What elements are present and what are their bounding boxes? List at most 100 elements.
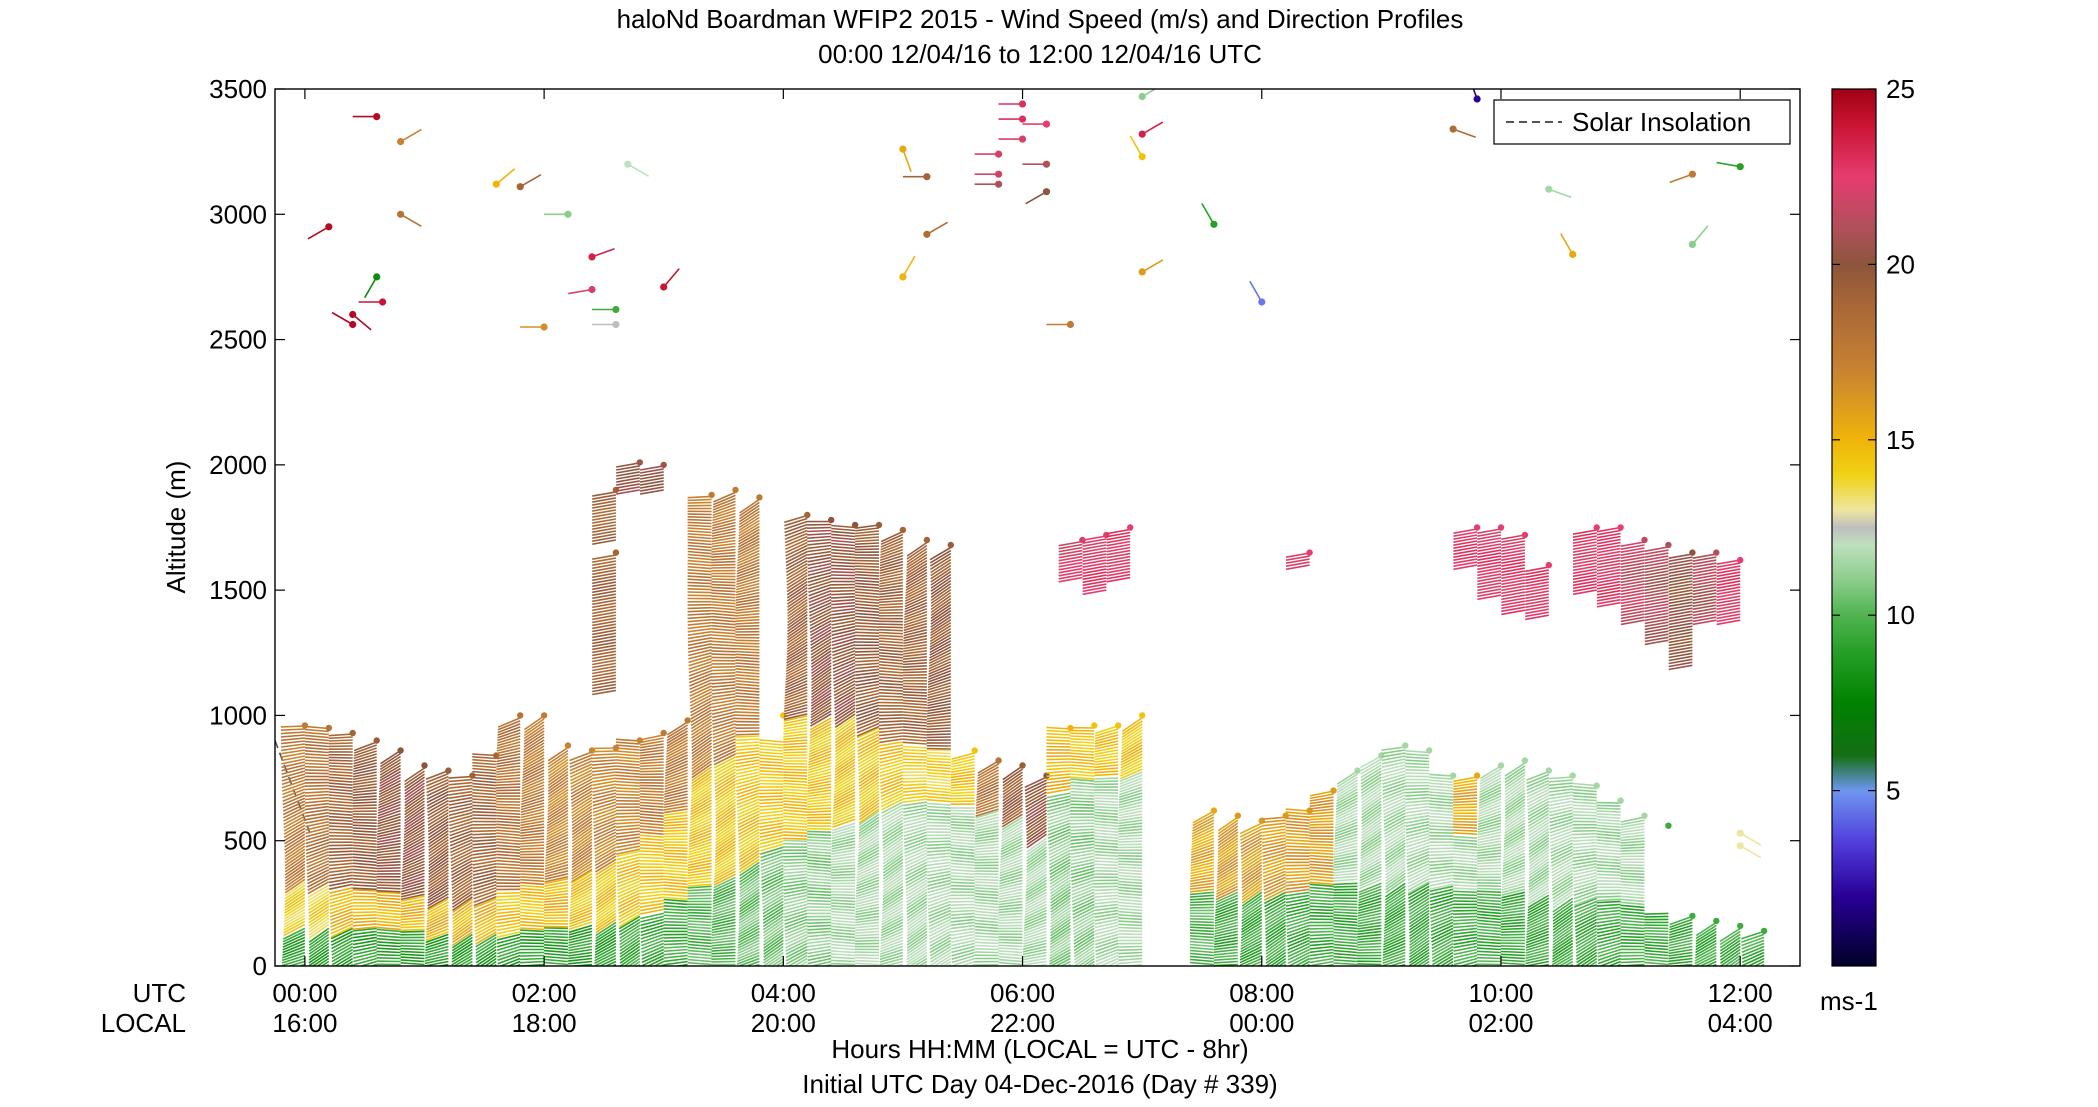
wind-barb — [1573, 831, 1597, 832]
wind-barb — [329, 851, 353, 852]
wind-barb — [1573, 834, 1597, 835]
wind-barb — [879, 624, 903, 625]
wind-barb — [377, 871, 401, 872]
wind-barb — [1046, 762, 1070, 763]
wind-barb — [377, 955, 401, 956]
profile-top-marker — [1713, 918, 1719, 924]
wind-barb — [1621, 868, 1645, 869]
profile-top-marker — [1474, 524, 1480, 530]
wind-barb — [1621, 850, 1645, 851]
wind-barb — [1501, 949, 1525, 950]
wind-barb — [472, 834, 496, 835]
wind-barb — [688, 892, 712, 893]
wind-barb — [999, 942, 1023, 943]
wind-barb — [688, 895, 712, 896]
wind-barb — [1597, 874, 1621, 875]
wind-barb — [903, 686, 927, 687]
wind-barb — [1597, 893, 1621, 894]
wind-barb — [735, 718, 759, 719]
wind-barb — [1621, 853, 1645, 854]
wind-barb — [1621, 962, 1645, 963]
wind-barb — [688, 499, 712, 500]
wind-barb — [664, 922, 688, 923]
wind-barb — [1286, 846, 1310, 847]
wind-barb — [1094, 801, 1118, 802]
wind-barb — [353, 805, 377, 806]
wind-barb — [1046, 743, 1070, 744]
wind-barb — [879, 610, 903, 611]
wind-barb — [1310, 928, 1334, 929]
wind-barb — [807, 837, 831, 838]
wind-barb — [712, 956, 736, 957]
wind-barb — [903, 689, 927, 690]
wind-barb — [305, 786, 329, 787]
wind-barb — [305, 789, 329, 790]
wind-barb — [807, 531, 831, 532]
wind-barb — [640, 788, 664, 789]
wind-barb — [951, 811, 975, 812]
wind-barb — [1334, 906, 1358, 907]
wind-barb — [951, 886, 975, 887]
wind-barb — [520, 937, 544, 938]
wind-barb — [927, 749, 951, 750]
wind-barb — [1118, 841, 1142, 842]
wind-barb — [831, 874, 855, 875]
wind-barb — [1094, 798, 1118, 799]
wind-barb — [855, 651, 879, 652]
wind-barb — [735, 736, 759, 737]
wind-barb — [664, 919, 688, 920]
wind-barb — [735, 640, 759, 641]
wind-barb — [855, 943, 879, 944]
wind-barb — [1429, 832, 1453, 833]
profile-column — [425, 767, 452, 968]
wind-barb — [640, 854, 664, 855]
wind-barb — [688, 608, 712, 609]
profile-top-marker — [1211, 807, 1217, 813]
wind-barb — [975, 965, 999, 966]
wind-barb — [712, 673, 736, 674]
wind-barb — [401, 951, 425, 952]
wind-barb — [688, 910, 712, 911]
wind-barb — [520, 940, 544, 941]
wind-barb — [1429, 851, 1453, 852]
wind-barb — [640, 791, 664, 792]
wind-barb — [353, 893, 377, 894]
profile-top-marker — [1139, 712, 1145, 718]
wind-barb — [640, 785, 664, 786]
wind-barb — [855, 629, 879, 630]
wind-barb — [1644, 913, 1668, 914]
profile-top-marker — [1594, 782, 1600, 788]
wind-barb — [712, 651, 736, 652]
wind-barb — [831, 569, 855, 570]
wind-barb — [1310, 844, 1334, 845]
wind-barb — [951, 889, 975, 890]
wind-barb — [353, 822, 377, 823]
wind-barb — [1405, 773, 1429, 774]
wind-barb — [831, 880, 855, 881]
profile-top-marker — [684, 717, 690, 723]
wind-barb — [951, 816, 975, 817]
wind-barb — [329, 826, 353, 827]
wind-barb — [496, 807, 520, 808]
wind-barb — [616, 798, 640, 799]
wind-barb — [353, 820, 377, 821]
profile-top-marker — [1665, 823, 1671, 829]
wind-barb — [1070, 808, 1094, 809]
wind-barb — [664, 915, 688, 916]
wind-barb — [712, 654, 736, 655]
wind-barb — [1094, 793, 1118, 794]
profile-top-marker — [804, 512, 810, 518]
wind-barb — [1453, 822, 1477, 823]
wind-barb — [1453, 898, 1477, 899]
wind-barb — [496, 873, 520, 874]
profile-top-marker — [756, 494, 762, 500]
wind-barb — [807, 829, 831, 830]
wind-barb — [831, 591, 855, 592]
wind-barb — [1501, 946, 1525, 947]
wind-barb — [1573, 812, 1597, 813]
profile-top-marker — [661, 462, 667, 468]
wind-barb — [1429, 848, 1453, 849]
wind-barb — [735, 646, 759, 647]
wind-barb — [783, 859, 807, 860]
wind-barb — [496, 802, 520, 803]
